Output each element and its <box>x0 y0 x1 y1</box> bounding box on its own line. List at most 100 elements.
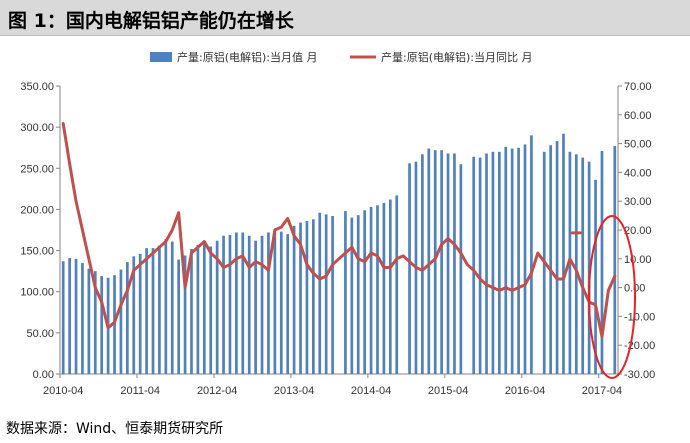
bar <box>170 241 174 374</box>
bar <box>158 245 161 374</box>
annotation-circle <box>588 215 636 379</box>
x-tick-label: 2012-04 <box>197 385 237 397</box>
bar <box>440 150 443 374</box>
bar <box>491 151 495 374</box>
bar <box>254 240 257 374</box>
bar <box>81 262 84 374</box>
figure-title: 图 1：国内电解铝铝产能仍在增长 <box>8 10 294 32</box>
bar <box>177 259 181 374</box>
bar <box>433 150 437 374</box>
bar <box>292 225 296 374</box>
x-tick-label: 2011-04 <box>120 385 160 397</box>
right-axis-ticks: -30.00-20.00-10.000.0010.0020.0030.0040.… <box>618 81 655 381</box>
x-tick-label: 2013-04 <box>274 385 314 397</box>
bar <box>555 141 559 374</box>
right-tick-label: 40.00 <box>624 167 652 179</box>
bar <box>318 212 322 374</box>
left-tick-label: 350.00 <box>20 81 54 93</box>
bar <box>68 257 71 374</box>
bar <box>497 151 501 374</box>
bar <box>453 153 456 374</box>
bar <box>235 232 238 374</box>
left-tick-label: 100.00 <box>20 287 54 299</box>
bar <box>145 248 148 374</box>
bar-series <box>61 133 617 374</box>
bar <box>382 202 386 374</box>
left-axis-ticks: 0.00 50.00 100.00 150.00 200.00 250.00 300.00 3… <box>20 81 60 381</box>
chart-svg: 0.00 50.00 100.00 150.00 200.00 250.00 300.00 3… <box>20 50 655 397</box>
bar <box>594 179 597 374</box>
bar <box>132 256 136 374</box>
bar <box>202 243 206 374</box>
left-tick-label: 300.00 <box>20 122 54 134</box>
bar <box>376 205 379 374</box>
line-series <box>61 121 617 339</box>
bar <box>344 211 347 374</box>
right-tick-label: 30.00 <box>624 196 652 208</box>
x-tick-label: 2016-04 <box>505 385 545 397</box>
title-bar: 图 1：国内电解铝铝产能仍在增长 <box>0 0 690 36</box>
yoy-line <box>61 121 617 339</box>
axis-frame <box>59 86 619 375</box>
bar <box>209 246 213 374</box>
bar <box>574 154 578 374</box>
x-tick-label: 2010-04 <box>43 385 83 397</box>
bar <box>324 214 328 374</box>
bar <box>183 255 187 374</box>
bar <box>93 271 97 374</box>
legend: 产量:原铝(电解铝):当月值 月 产量:原铝(电解铝):当月同比 月 <box>150 50 533 64</box>
bar <box>286 234 290 374</box>
bar <box>600 151 604 374</box>
left-tick-label: 50.00 <box>26 328 54 340</box>
bar <box>331 216 334 374</box>
left-tick-label: 200.00 <box>20 204 54 216</box>
legend-bar-swatch <box>150 52 172 62</box>
bar <box>113 275 116 374</box>
right-tick-label: -30.00 <box>624 369 655 381</box>
bar <box>388 199 392 374</box>
bar <box>363 210 367 374</box>
bar <box>395 195 399 374</box>
bar <box>485 153 488 374</box>
left-tick-label: 0.00 <box>33 369 54 381</box>
bar <box>613 146 617 374</box>
bar <box>472 156 476 374</box>
bar <box>119 269 123 374</box>
legend-line-label: 产量:原铝(电解铝):当月同比 月 <box>381 50 533 64</box>
bar <box>222 235 225 374</box>
right-tick-label: 50.00 <box>624 139 652 151</box>
bar <box>190 248 193 374</box>
bar <box>517 147 520 374</box>
bar <box>100 276 104 374</box>
bar <box>369 206 373 374</box>
bar <box>260 235 264 374</box>
bar <box>510 148 514 374</box>
bar <box>587 161 591 374</box>
bar <box>549 145 553 374</box>
x-tick-label: 2015-04 <box>428 385 468 397</box>
bar <box>138 253 142 374</box>
right-tick-label: 60.00 <box>624 110 652 122</box>
bar <box>247 235 251 374</box>
bar <box>311 219 315 374</box>
right-tick-label: 20.00 <box>624 225 652 237</box>
bar <box>305 220 309 374</box>
bar <box>267 232 270 374</box>
bar <box>87 268 91 374</box>
x-axis-ticks: 2010-04 2011-04 2012-04 2013-04 2014-04 2015-… <box>43 374 622 397</box>
bar <box>504 146 508 374</box>
legend-bar-label: 产量:原铝(电解铝):当月值 月 <box>177 50 318 64</box>
bar <box>164 239 168 374</box>
bar <box>196 244 200 374</box>
bar <box>74 258 78 374</box>
bar <box>356 215 360 374</box>
bar <box>299 222 302 374</box>
bar <box>581 157 585 374</box>
bar <box>279 231 283 374</box>
bar <box>228 234 232 374</box>
bar <box>459 164 463 374</box>
bar <box>125 262 129 374</box>
bar <box>151 248 155 374</box>
bar <box>241 232 245 374</box>
x-tick-label: 2014-04 <box>351 385 391 397</box>
